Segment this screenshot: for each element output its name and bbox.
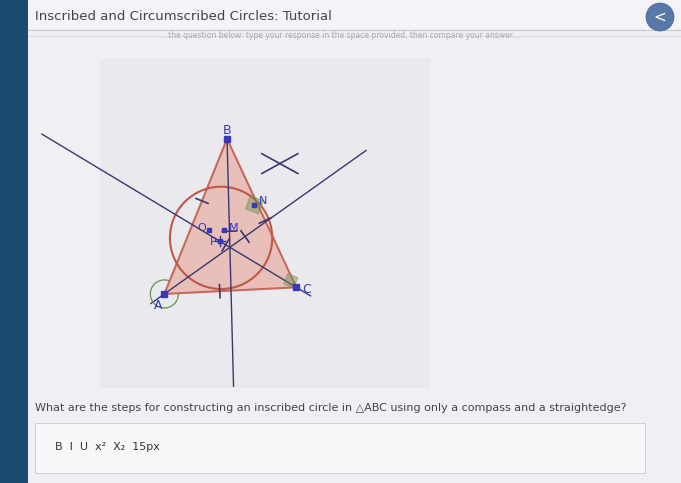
Polygon shape [245,196,264,214]
Text: A: A [155,299,163,313]
Text: ...the question below: type your response in the space provided, then compare yo: ...the question below: type your respons… [161,30,519,40]
Text: <: < [654,10,667,25]
Polygon shape [284,274,298,288]
Text: Inscribed and Circumscribed Circles: Tutorial: Inscribed and Circumscribed Circles: Tut… [35,11,332,24]
Text: P: P [210,237,216,247]
Bar [100,58,430,388]
Text: Q: Q [197,223,206,233]
Text: N: N [259,196,267,206]
Polygon shape [164,139,296,294]
Text: C: C [302,283,311,296]
Text: B: B [223,124,232,137]
Bar [0,0,28,483]
Text: What are the steps for constructing an inscribed circle in △ABC using only a com: What are the steps for constructing an i… [35,403,627,413]
Text: B  I  U  x²  X₂  15px: B I U x² X₂ 15px [55,442,160,452]
Text: M: M [229,223,238,233]
Bar [35,423,645,473]
Circle shape [646,3,674,31]
Bar [28,0,681,28]
